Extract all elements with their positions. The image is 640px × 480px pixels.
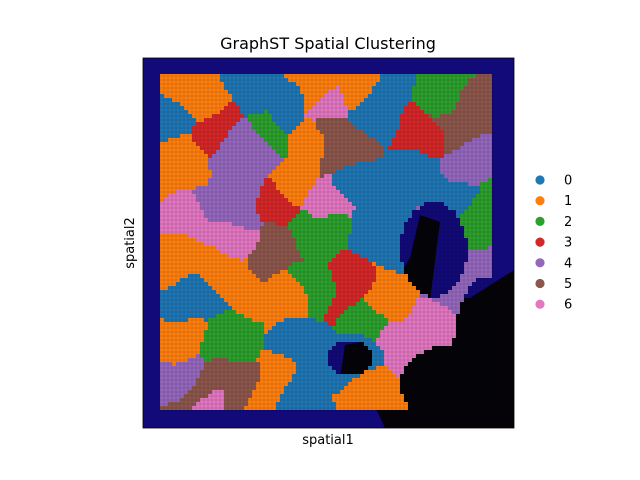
chart-title: GraphST Spatial Clustering — [220, 34, 436, 53]
axes-panel — [143, 58, 514, 428]
